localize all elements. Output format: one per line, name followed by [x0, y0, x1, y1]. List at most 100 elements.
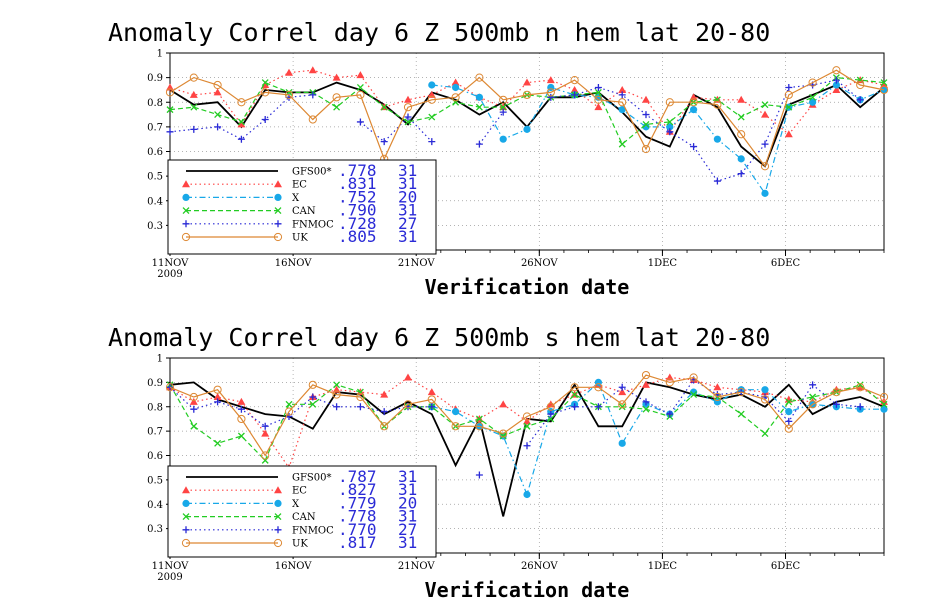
y-tick-label: 0.8 [147, 98, 163, 109]
legend-count: 31 [398, 533, 417, 552]
y-tick-label: 1 [157, 49, 163, 60]
data-point [785, 417, 793, 425]
data-point [404, 373, 412, 381]
y-tick-label: 0.7 [147, 122, 163, 133]
data-point [856, 80, 865, 90]
data-point [523, 417, 531, 425]
data-point [285, 68, 293, 76]
legend-score: .752 [338, 187, 377, 206]
legend-name: GFS00* [292, 473, 332, 484]
data-point [809, 381, 817, 389]
data-point [166, 128, 174, 136]
data-point [213, 88, 222, 96]
data-point [690, 388, 698, 396]
data-point [428, 138, 436, 146]
y-tick-label: 0.3 [147, 221, 163, 232]
data-point [332, 390, 341, 399]
data-point [690, 143, 698, 151]
data-point [261, 115, 269, 123]
data-point [880, 79, 888, 87]
data-point [642, 398, 650, 406]
x-tick-label: 26NOV [521, 258, 558, 269]
data-point [856, 381, 864, 389]
data-point [713, 135, 722, 143]
data-point [475, 140, 483, 148]
data-point [666, 128, 674, 136]
data-point [213, 385, 222, 394]
legend-marker [182, 220, 190, 228]
legend-marker [182, 499, 190, 507]
data-point [308, 66, 317, 74]
data-point [832, 400, 840, 408]
legend-marker [274, 193, 282, 201]
data-point [808, 400, 817, 409]
data-point [785, 103, 793, 111]
series-line [431, 381, 884, 497]
x-tick-label: 16NOV [275, 258, 312, 269]
data-point [190, 125, 198, 133]
y-tick-label: 0.9 [147, 378, 163, 389]
x-axis-label: Verification date [425, 275, 630, 299]
legend-count: 31 [398, 174, 417, 193]
data-point [428, 81, 436, 89]
data-point [594, 95, 603, 104]
data-point [237, 405, 245, 413]
data-point [499, 135, 507, 143]
chart-panel-2: Anomaly Correl day 6 Z 500mb s hem lat 2… [108, 323, 889, 602]
legend-marker [274, 486, 282, 494]
x-tick-sublabel: 2009 [157, 572, 182, 583]
data-point [214, 111, 222, 119]
data-point [165, 383, 175, 392]
data-point [356, 403, 364, 411]
x-tick-sublabel: 2009 [157, 269, 182, 280]
data-point [570, 75, 579, 85]
data-point [760, 395, 770, 404]
data-point [832, 85, 841, 93]
data-point [594, 383, 603, 392]
data-point [499, 432, 507, 440]
data-point [499, 103, 507, 111]
data-point [689, 98, 698, 107]
data-point [809, 393, 817, 401]
data-point [785, 398, 793, 406]
legend-marker [274, 207, 282, 215]
x-tick-label: 11NOV [152, 561, 189, 572]
data-point [594, 88, 602, 96]
chart-panel-1: Anomaly Correl day 6 Z 500mb n hem lat 2… [108, 18, 889, 299]
chart-title: Anomaly Correl day 6 Z 500mb n hem lat 2… [108, 18, 770, 47]
legend-score: .787 [338, 467, 377, 486]
data-point [761, 101, 769, 109]
legend-score: .778 [338, 161, 377, 180]
data-point [308, 115, 317, 124]
y-tick-label: 0.5 [147, 475, 163, 486]
data-point [546, 76, 555, 84]
y-tick-label: 0.7 [147, 427, 163, 438]
series-line [360, 116, 433, 143]
data-point [666, 118, 674, 126]
legend-count: 31 [398, 507, 417, 526]
data-point [665, 98, 674, 107]
data-point [642, 405, 650, 413]
data-point [522, 90, 532, 99]
data-point [380, 422, 389, 431]
data-point [189, 73, 198, 82]
data-point [832, 388, 841, 397]
legend-name: X [292, 193, 300, 204]
legend-marker [182, 513, 190, 521]
data-point [784, 130, 793, 138]
series-line [169, 69, 885, 168]
data-point [690, 391, 698, 399]
data-point [523, 422, 531, 430]
legend-score: .728 [338, 214, 377, 233]
series-can [166, 74, 888, 148]
data-point [547, 410, 555, 418]
y-tick-label: 0.3 [147, 524, 163, 535]
data-point [666, 410, 674, 418]
series-line [169, 374, 885, 457]
x-tick-label: 1DEC [648, 561, 678, 572]
legend-name: CAN [292, 206, 316, 217]
data-point [237, 432, 245, 440]
data-point [356, 392, 365, 402]
data-point [165, 88, 175, 97]
